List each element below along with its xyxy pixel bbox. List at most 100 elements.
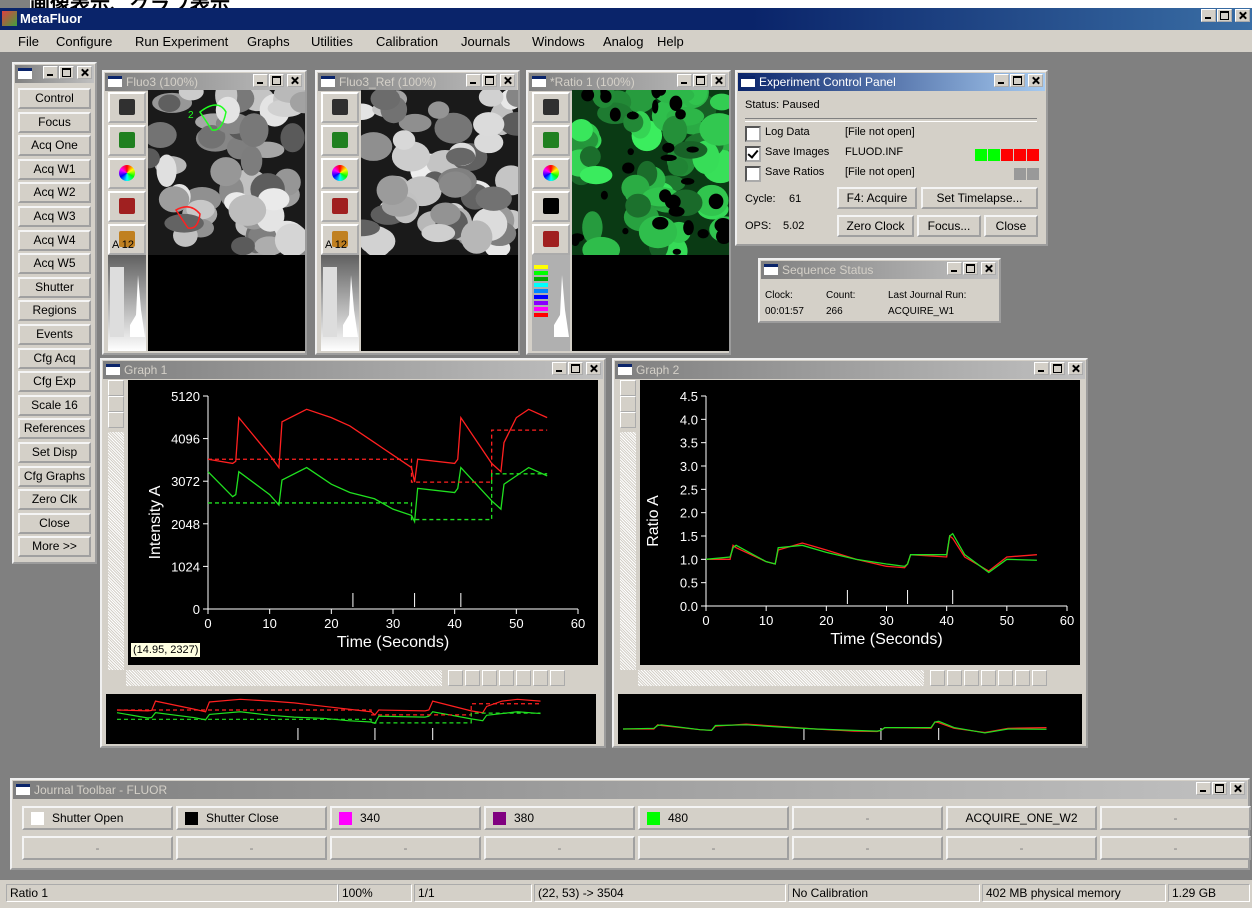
window-close-button[interactable]	[981, 262, 996, 275]
window-max-button[interactable]	[1212, 782, 1227, 795]
graph-tool-button[interactable]	[620, 380, 636, 396]
image-tool-button[interactable]	[532, 158, 570, 189]
toolbar-button[interactable]: Acq W5	[18, 253, 91, 274]
journal-button[interactable]: Shutter Open	[22, 806, 173, 830]
toolbar-button[interactable]: Cfg Exp	[18, 371, 91, 392]
toolbar-button[interactable]: Focus	[18, 112, 91, 133]
window-min-button[interactable]	[1196, 782, 1211, 795]
graph-view-button[interactable]	[998, 670, 1013, 686]
menu-item[interactable]: File	[18, 34, 39, 49]
image-tool-button[interactable]	[321, 158, 359, 189]
graph-view-button[interactable]	[1015, 670, 1030, 686]
image-tool-button[interactable]	[108, 158, 146, 189]
graph-tool-button[interactable]	[108, 396, 124, 412]
window-close-button[interactable]	[1230, 782, 1245, 795]
image-tool-button[interactable]	[532, 191, 570, 222]
journal-button[interactable]: -	[792, 806, 943, 830]
toolbar-button[interactable]: Cfg Acq	[18, 348, 91, 369]
window-min-button[interactable]	[552, 362, 567, 375]
graph-view-button[interactable]	[499, 670, 514, 686]
graph-view-button[interactable]	[482, 670, 497, 686]
toolbar-button[interactable]: Control	[18, 88, 91, 109]
window-close-button[interactable]	[1028, 74, 1043, 87]
graph-view-button[interactable]	[516, 670, 531, 686]
menu-item[interactable]: Configure	[56, 34, 112, 49]
toolbar-button[interactable]: References	[18, 418, 91, 439]
window-max-button[interactable]	[963, 262, 978, 275]
window-close-button[interactable]	[586, 362, 601, 375]
menu-item[interactable]: Analog	[603, 34, 643, 49]
journal-button[interactable]: -	[22, 836, 173, 860]
graph-view-button[interactable]	[448, 670, 463, 686]
panel-button[interactable]: Zero Clock	[837, 215, 914, 237]
window-max-button[interactable]	[482, 74, 497, 87]
window-max-button[interactable]	[1010, 74, 1025, 87]
menu-item[interactable]: Journals	[461, 34, 510, 49]
image-tool-button[interactable]	[532, 92, 570, 123]
toolbar-button[interactable]: Close	[18, 513, 91, 534]
toolbar-button[interactable]: Acq W1	[18, 159, 91, 180]
journal-button[interactable]: 480	[638, 806, 789, 830]
window-min-button[interactable]	[43, 66, 58, 79]
image-tool-button[interactable]	[321, 92, 359, 123]
journal-button[interactable]: -	[484, 836, 635, 860]
journal-button[interactable]: -	[1100, 806, 1251, 830]
image-tool-button[interactable]	[321, 191, 359, 222]
window-close-button[interactable]	[287, 74, 302, 87]
graph-view-button[interactable]	[930, 670, 945, 686]
toolbar-button[interactable]: Set Disp	[18, 442, 91, 463]
image-tool-button[interactable]: A 12	[321, 224, 359, 255]
graph-view-button[interactable]	[465, 670, 480, 686]
menu-item[interactable]: Graphs	[247, 34, 290, 49]
panel-button[interactable]: Focus...	[917, 215, 981, 237]
graph-view-button[interactable]	[1032, 670, 1047, 686]
panel-button[interactable]: F4: Acquire	[837, 187, 917, 209]
menu-item[interactable]: Utilities	[311, 34, 353, 49]
graph-view-button[interactable]	[981, 670, 996, 686]
toolbar-button[interactable]: More >>	[18, 536, 91, 557]
graph-view-button[interactable]	[964, 670, 979, 686]
window-max-button[interactable]	[59, 66, 74, 79]
window-min-button[interactable]	[253, 74, 268, 87]
journal-button[interactable]: -	[330, 836, 481, 860]
toolbar-button[interactable]: Acq W2	[18, 182, 91, 203]
image-tool-button[interactable]: A 12	[108, 224, 146, 255]
journal-button[interactable]: ACQUIRE_ONE_W2	[946, 806, 1097, 830]
journal-button[interactable]: 380	[484, 806, 635, 830]
window-min-button[interactable]	[466, 74, 481, 87]
menu-item[interactable]: Run Experiment	[135, 34, 228, 49]
menu-item[interactable]: Help	[657, 34, 684, 49]
window-close-button[interactable]	[1235, 9, 1250, 22]
graph-tool-button[interactable]	[108, 412, 124, 428]
window-min-button[interactable]	[947, 262, 962, 275]
journal-button[interactable]: Shutter Close	[176, 806, 327, 830]
checkbox[interactable]	[745, 126, 761, 142]
graph-tool-button[interactable]	[620, 396, 636, 412]
graph-view-button[interactable]	[550, 670, 565, 686]
panel-button[interactable]: Close	[984, 215, 1038, 237]
toolbar-button[interactable]: Regions	[18, 300, 91, 321]
panel-button[interactable]: Set Timelapse...	[921, 187, 1038, 209]
window-min-button[interactable]	[994, 74, 1009, 87]
window-max-button[interactable]	[568, 362, 583, 375]
journal-button[interactable]: -	[638, 836, 789, 860]
journal-button[interactable]: -	[1100, 836, 1251, 860]
graph-view-button[interactable]	[947, 670, 962, 686]
graph-tool-button[interactable]	[108, 380, 124, 396]
toolbar-button[interactable]: Scale 16	[18, 395, 91, 416]
window-close-button[interactable]	[711, 74, 726, 87]
window-max-button[interactable]	[693, 74, 708, 87]
checkbox[interactable]	[745, 146, 761, 162]
menu-item[interactable]: Windows	[532, 34, 585, 49]
graph-view-button[interactable]	[533, 670, 548, 686]
graph-tool-button[interactable]	[620, 412, 636, 428]
toolbar-button[interactable]: Cfg Graphs	[18, 466, 91, 487]
journal-button[interactable]: -	[792, 836, 943, 860]
window-min-button[interactable]	[1034, 362, 1049, 375]
image-tool-button[interactable]	[108, 191, 146, 222]
checkbox[interactable]	[745, 166, 761, 182]
journal-button[interactable]: -	[946, 836, 1097, 860]
toolbar-button[interactable]: Acq W3	[18, 206, 91, 227]
toolbar-button[interactable]: Shutter	[18, 277, 91, 298]
window-min-button[interactable]	[677, 74, 692, 87]
